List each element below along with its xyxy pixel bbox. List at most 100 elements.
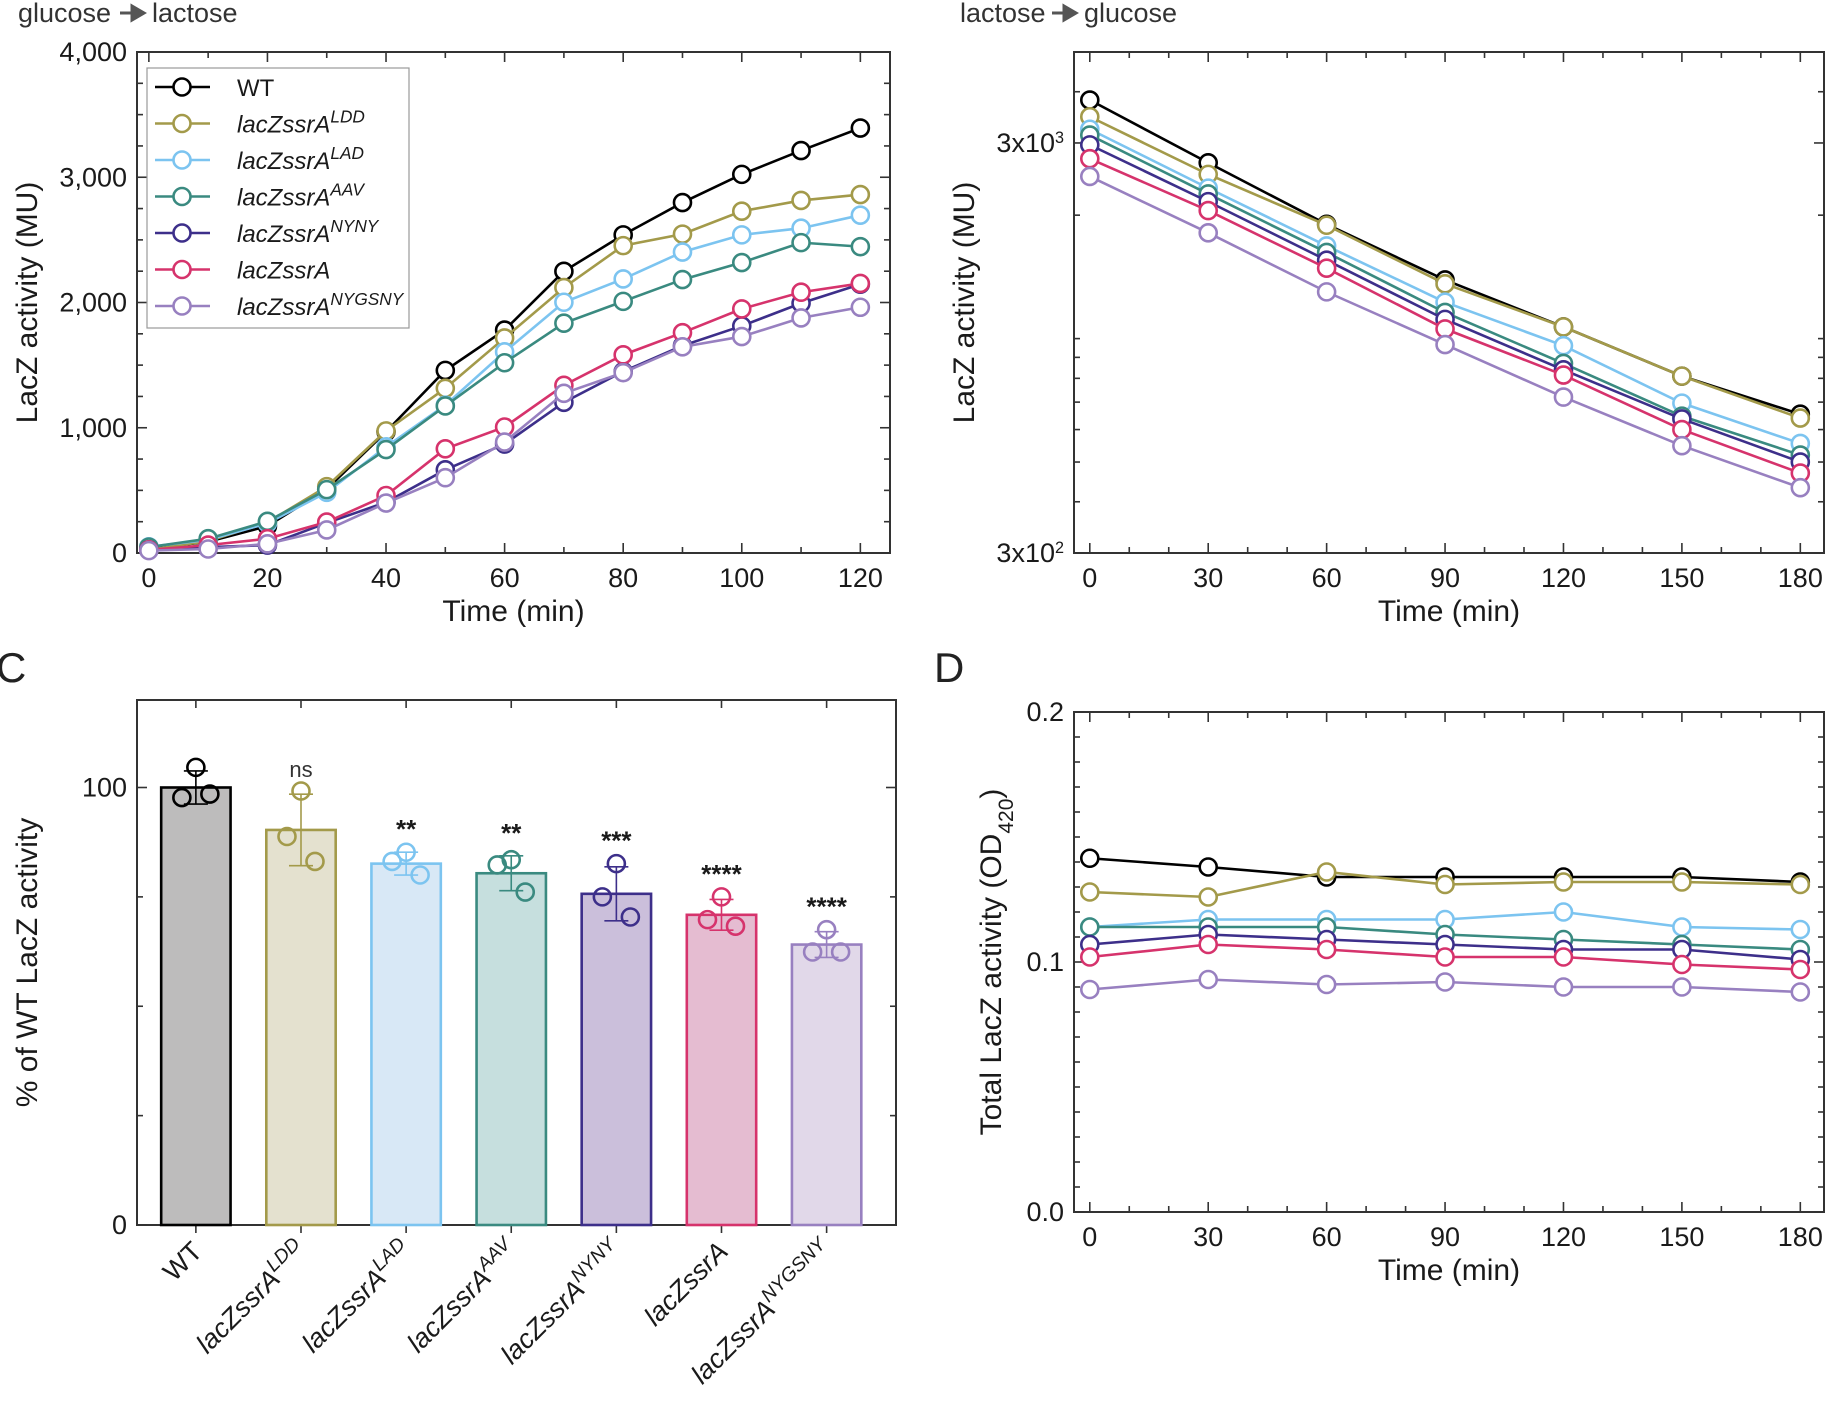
x-tick-label: 180 xyxy=(1778,563,1823,593)
replicate-point xyxy=(396,842,416,863)
data-point-nygsny xyxy=(1316,974,1337,995)
data-point-ldd xyxy=(376,421,396,441)
replicate-point xyxy=(830,942,851,962)
y-tick-label: 2,000 xyxy=(59,288,127,318)
data-point-aav xyxy=(494,352,515,373)
legend: WTlacZssrALDDlacZssrALADlacZssrAAAVlacZs… xyxy=(146,67,410,329)
data-point-lad xyxy=(1553,335,1574,356)
data-point-ldd xyxy=(1316,862,1337,882)
legend-label: lacZssrANYGSNY xyxy=(237,289,405,321)
data-point-ldd xyxy=(672,224,693,244)
significance-label: ** xyxy=(501,818,522,848)
y-tick-text: 1,000 xyxy=(59,413,127,443)
replicate-point xyxy=(305,851,325,872)
data-point-nygsny xyxy=(435,467,456,488)
x-tick-label: lacZssrANYNY xyxy=(492,1232,630,1370)
strain-name: lacZssrA xyxy=(495,1274,590,1369)
x-tick-label: 80 xyxy=(608,563,638,593)
y-tick-label: 3x103 xyxy=(996,128,1064,158)
data-point-ldd xyxy=(1790,874,1811,895)
data-point-nygsny xyxy=(139,540,159,561)
data-point-ldd xyxy=(1079,882,1100,902)
data-point-ssra xyxy=(850,273,871,294)
y-tick-text: 3,000 xyxy=(59,162,127,192)
replicate-point xyxy=(172,787,192,808)
data-point-lad xyxy=(672,242,693,262)
data-point-lad xyxy=(1553,902,1574,922)
bar-group-ssra: **** xyxy=(685,859,758,1227)
replicate-point xyxy=(291,781,311,801)
legend-item-wt: WT xyxy=(155,75,275,102)
y-tick-text: 0 xyxy=(112,538,127,568)
data-point-wt xyxy=(1079,848,1100,869)
data-point-ssra xyxy=(1435,947,1455,967)
legend-item-aav: lacZssrAAAV xyxy=(155,180,365,212)
y-tick-text: 3x10 xyxy=(996,128,1055,158)
strain-superscript: NYGSNY xyxy=(330,289,404,309)
data-point-nygsny xyxy=(376,493,396,513)
x-tick-label: 180 xyxy=(1778,1222,1823,1252)
data-point-ssra xyxy=(1079,947,1100,967)
data-point-aav xyxy=(1079,917,1100,937)
x-tick-label: 30 xyxy=(1193,563,1223,593)
bar-group-nyny: *** xyxy=(580,826,653,1227)
replicate-point xyxy=(277,826,297,847)
y-tick-label: 3,000 xyxy=(59,162,127,192)
data-point-ssra xyxy=(731,299,752,319)
bar-group-nygsny: **** xyxy=(790,892,863,1227)
data-point-ssra xyxy=(1672,419,1692,440)
y-tick-text: 0 xyxy=(112,1210,127,1240)
y-tick-text: 4,000 xyxy=(59,37,127,67)
data-point-ldd xyxy=(731,201,752,221)
data-point-ssra xyxy=(1790,959,1811,980)
legend-marker xyxy=(172,113,192,134)
data-point-nygsny xyxy=(1790,982,1811,1002)
replicate-point xyxy=(697,909,718,930)
legend-marker xyxy=(172,186,192,207)
y-tick-text: 3x10 xyxy=(996,538,1055,568)
data-point-ldd xyxy=(791,190,811,211)
data-point-aav xyxy=(554,313,574,333)
data-point-nygsny xyxy=(1198,223,1219,243)
chart-panel-3: 0 100 % of WT LacZ activity WT ns lacZssrALDD… xyxy=(11,699,897,1390)
y-axis-title: Total LacZ activity (OD420) xyxy=(975,789,1018,1136)
bar-nygsny xyxy=(790,943,863,1227)
series-line-wt xyxy=(1089,98,1801,416)
y-tick-label: 0.2 xyxy=(1026,697,1064,727)
y-tick-label: 0 xyxy=(112,538,127,568)
y-tick-text: 0.2 xyxy=(1026,697,1064,727)
data-point-ssra xyxy=(1079,148,1100,169)
data-point-aav xyxy=(435,396,456,416)
strain-superscript: NYNY xyxy=(330,216,379,236)
replicate-point xyxy=(382,851,402,872)
data-point-ssra xyxy=(1553,947,1574,967)
data-point-nygsny xyxy=(1435,972,1455,992)
data-point-nygsny xyxy=(554,383,574,404)
data-point-ldd xyxy=(1553,872,1574,892)
panel-letter-d: D xyxy=(934,644,964,691)
data-point-nygsny xyxy=(850,297,871,318)
x-tick-label: lacZssrA xyxy=(638,1236,733,1331)
y-tick-label: 0 xyxy=(112,1210,127,1240)
data-point-nygsny xyxy=(1435,334,1455,355)
x-tick-label: 0 xyxy=(141,563,156,593)
replicate-point xyxy=(802,942,823,962)
data-point-nygsny xyxy=(1079,979,1100,1000)
data-point-aav xyxy=(257,511,278,532)
condition-label: lactose glucose xyxy=(960,0,1177,28)
strain-name: lacZssrA xyxy=(296,1263,391,1358)
data-point-aav xyxy=(791,232,811,253)
legend-label: WT xyxy=(237,75,275,102)
x-tick-label: 0 xyxy=(1082,1222,1097,1252)
bar-group-lad: ** xyxy=(370,814,443,1227)
data-point-ssra xyxy=(1672,954,1692,975)
x-tick-label: 90 xyxy=(1430,563,1460,593)
strain-name: lacZssrA xyxy=(401,1263,496,1358)
data-point-nygsny xyxy=(1672,435,1692,456)
arrow-right-icon xyxy=(120,3,147,23)
y-tick-text: 100 xyxy=(82,773,127,803)
data-point-wt xyxy=(554,261,574,282)
strain-superscript: LDD xyxy=(330,107,365,127)
x-tick-label: 90 xyxy=(1430,1222,1460,1252)
data-point-ssra xyxy=(1553,365,1574,385)
